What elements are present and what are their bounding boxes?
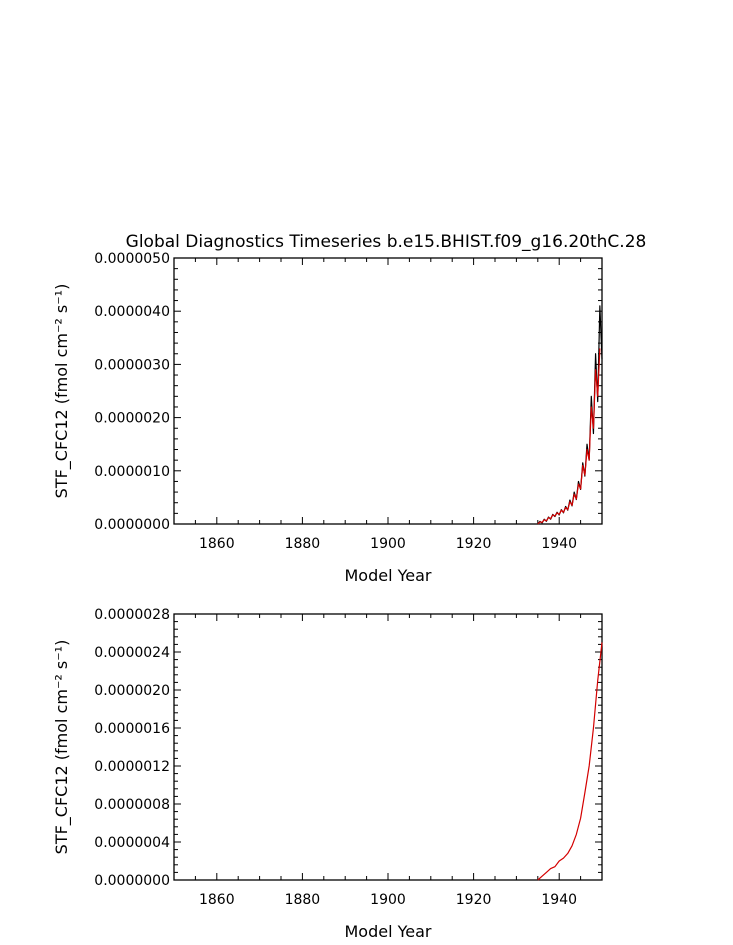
x-tick-label: 1900 bbox=[370, 892, 406, 908]
chart-title: Global Diagnostics Timeseries b.e15.BHIS… bbox=[126, 232, 647, 252]
x-tick-label: 1920 bbox=[456, 536, 492, 552]
y-tick-label: 0.0000024 bbox=[94, 645, 170, 661]
x-axis-label-top: Model Year bbox=[345, 566, 432, 585]
x-tick-label: 1860 bbox=[199, 892, 235, 908]
x-tick-label: 1860 bbox=[199, 536, 235, 552]
grid-ticks-top: 1860 1880 1900 1920 1940 0.0000000 0.0000010 0.… bbox=[94, 251, 603, 552]
x-axis-label-bottom: Model Year bbox=[345, 922, 432, 941]
grid-ticks-bottom: 1860 1880 1900 1920 1940 0.0000000 0.0000004 0.… bbox=[94, 607, 603, 908]
y-tick-label: 0.0000004 bbox=[94, 835, 170, 851]
y-tick-label: 0.0000030 bbox=[94, 357, 170, 373]
y-tick-label: 0.0000008 bbox=[94, 797, 170, 813]
y-axis-label-top: STF_CFC12 (fmol cm⁻² s⁻¹) bbox=[52, 284, 72, 499]
x-tick-label: 1880 bbox=[285, 892, 321, 908]
y-tick-label: 0.0000040 bbox=[94, 304, 170, 320]
panel-top: 1860 1880 1900 1920 1940 0.0000000 0.0000010 0.… bbox=[52, 251, 603, 585]
series-line-1 bbox=[537, 348, 601, 525]
y-tick-label: 0.0000050 bbox=[94, 251, 170, 267]
y-axis-label-bottom: STF_CFC12 (fmol cm⁻² s⁻¹) bbox=[52, 640, 72, 855]
x-tick-label: 1940 bbox=[541, 536, 577, 552]
plot-frame-bottom bbox=[173, 613, 603, 881]
y-tick-label: 0.0000028 bbox=[94, 607, 170, 623]
y-tick-label: 0.0000000 bbox=[94, 873, 170, 889]
y-tick-label: 0.0000016 bbox=[94, 721, 170, 737]
series-line-0 bbox=[537, 642, 603, 881]
plot-frame-top bbox=[173, 257, 603, 525]
y-tick-label: 0.0000000 bbox=[94, 517, 170, 533]
series-group-top bbox=[537, 305, 603, 525]
y-tick-label: 0.0000020 bbox=[94, 683, 170, 699]
x-tick-label: 1940 bbox=[541, 892, 577, 908]
y-tick-label: 0.0000020 bbox=[94, 411, 170, 427]
series-group-bottom bbox=[537, 642, 603, 881]
panel-bottom: 1860 1880 1900 1920 1940 0.0000000 0.0000004 0.… bbox=[52, 607, 603, 941]
x-tick-label: 1900 bbox=[370, 536, 406, 552]
x-tick-label: 1880 bbox=[285, 536, 321, 552]
x-tick-label: 1920 bbox=[456, 892, 492, 908]
y-tick-label: 0.0000012 bbox=[94, 759, 170, 775]
y-tick-label: 0.0000010 bbox=[94, 464, 170, 480]
